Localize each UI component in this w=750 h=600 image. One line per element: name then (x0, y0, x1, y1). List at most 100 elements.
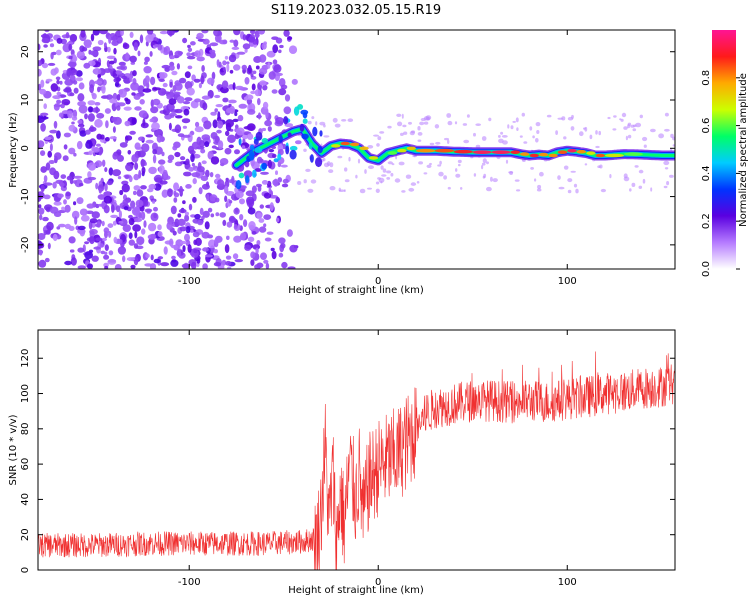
signal-peak (349, 142, 360, 147)
noise-speckle (152, 98, 161, 106)
noise-speckle (127, 150, 132, 155)
noise-speckle (215, 104, 224, 108)
noise-speckle (42, 216, 49, 222)
noise-speckle (225, 255, 232, 260)
noise-speckle (281, 183, 289, 188)
faint-speckle (535, 138, 539, 143)
transition-blob (289, 149, 297, 160)
faint-speckle (454, 121, 458, 125)
noise-speckle (273, 178, 279, 187)
noise-speckle (124, 97, 129, 102)
noise-speckle (228, 54, 237, 63)
noise-speckle (136, 236, 145, 245)
noise-speckle (70, 257, 77, 266)
noise-speckle (257, 112, 261, 120)
noise-speckle (271, 250, 277, 260)
noise-speckle (49, 167, 56, 176)
faint-speckle (473, 132, 476, 137)
noise-speckle (213, 30, 221, 37)
noise-speckle (247, 133, 254, 141)
faint-speckle (390, 172, 394, 177)
faint-speckle (567, 189, 572, 194)
noise-speckle (263, 259, 269, 264)
noise-speckle (132, 224, 142, 232)
noise-speckle (84, 251, 93, 260)
noise-speckle (38, 68, 42, 77)
noise-speckle (107, 223, 114, 229)
faint-speckle (364, 169, 367, 174)
noise-speckle (93, 80, 103, 85)
noise-speckle (227, 179, 236, 184)
noise-speckle (254, 33, 260, 38)
noise-speckle (250, 90, 256, 95)
noise-speckle (76, 50, 85, 59)
noise-speckle (113, 47, 117, 55)
noise-speckle (129, 31, 134, 38)
noise-speckle (53, 103, 60, 111)
noise-speckle (244, 244, 252, 251)
noise-speckle (134, 217, 142, 223)
noise-speckle (181, 263, 191, 269)
noise-speckle (94, 102, 101, 106)
noise-speckle (118, 210, 122, 219)
transition-blob (308, 142, 313, 150)
noise-speckle (152, 200, 156, 204)
faint-speckle (391, 163, 395, 166)
noise-speckle (46, 221, 54, 231)
faint-speckle (510, 125, 514, 130)
noise-speckle (157, 256, 164, 260)
noise-speckle (264, 119, 272, 127)
noise-speckle (272, 59, 278, 65)
noise-speckle (112, 152, 118, 160)
signal-peak (359, 146, 369, 151)
faint-speckle (438, 171, 444, 177)
noise-speckle (85, 140, 93, 149)
faint-speckle (609, 174, 612, 179)
noise-speckle (196, 56, 205, 62)
spectrogram-x-axis-label: Height of straight line (km) (288, 285, 424, 296)
noise-speckle (236, 51, 246, 55)
noise-speckle (38, 60, 43, 67)
noise-speckle (99, 30, 108, 35)
noise-speckle (153, 183, 162, 191)
noise-speckle (228, 103, 232, 108)
noise-speckle (119, 142, 128, 148)
noise-speckle (159, 30, 168, 35)
noise-speckle (210, 132, 218, 140)
noise-speckle (179, 185, 183, 195)
noise-speckle (234, 111, 238, 117)
noise-speckle (202, 102, 208, 111)
noise-speckle (186, 52, 192, 57)
noise-speckle (83, 62, 91, 69)
noise-speckle (239, 185, 247, 190)
noise-speckle (241, 145, 246, 150)
signal-peak (453, 149, 473, 154)
noise-speckle (128, 232, 133, 239)
noise-speckle (186, 87, 195, 96)
noise-speckle (174, 151, 181, 158)
noise-speckle (233, 235, 242, 243)
noise-speckle (168, 98, 177, 105)
noise-speckle (128, 214, 133, 219)
noise-speckle (254, 264, 261, 269)
noise-speckle (68, 43, 73, 51)
noise-speckle (181, 118, 191, 124)
noise-speckle (282, 178, 289, 184)
noise-speckle (224, 195, 228, 203)
noise-speckle (116, 149, 122, 156)
noise-speckle (43, 44, 48, 48)
noise-speckle (271, 89, 278, 94)
noise-speckle (38, 242, 45, 249)
noise-speckle (91, 146, 95, 152)
noise-speckle (87, 113, 95, 122)
noise-speckle (161, 151, 165, 157)
noise-speckle (47, 242, 51, 250)
noise-speckle (262, 84, 268, 91)
faint-speckle (500, 131, 504, 135)
noise-speckle (166, 221, 173, 230)
faint-speckle (386, 170, 392, 174)
noise-speckle (118, 61, 126, 66)
noise-speckle (92, 139, 96, 148)
faint-speckle (473, 173, 477, 177)
noise-speckle (256, 240, 261, 246)
